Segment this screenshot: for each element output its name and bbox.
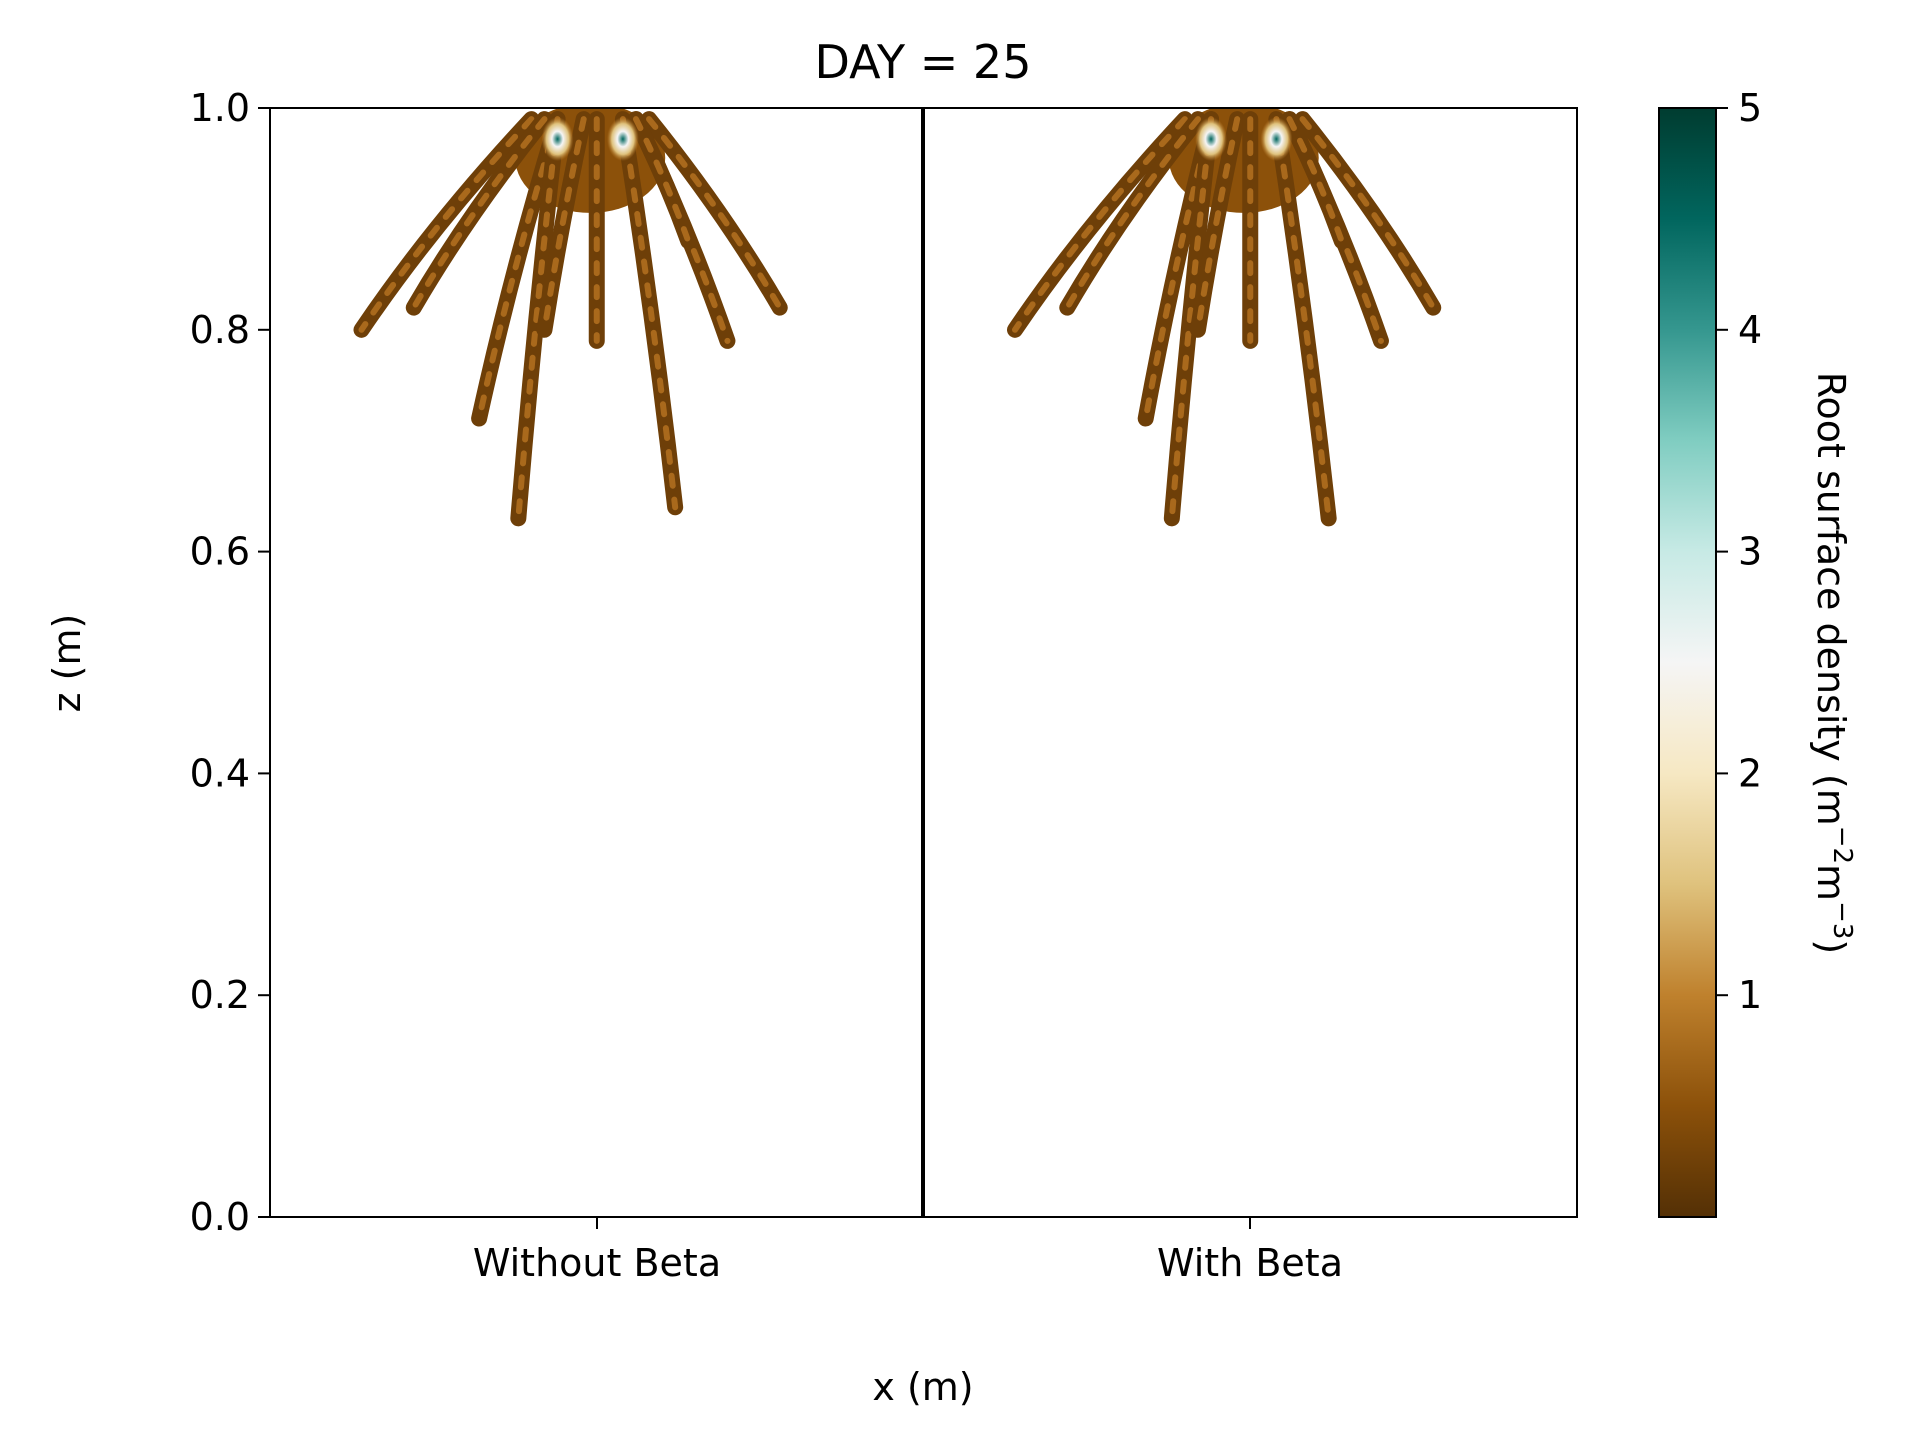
y-tick-label: 0.2 — [190, 973, 250, 1017]
root-branch-highlight — [410, 116, 548, 311]
root-branch-highlight — [646, 116, 783, 311]
colorbar-label: Root surface density (m−2m−3) — [1809, 372, 1857, 954]
colorbar-gradient — [1658, 107, 1717, 1218]
x-axis-label: x (m) — [872, 1365, 973, 1409]
root-panel — [353, 108, 788, 527]
root-branch-highlight — [1273, 116, 1332, 522]
chart-title: DAY = 25 — [815, 35, 1032, 89]
colorbar: 1 2 3 4 5 Root surface density (m−2m−3) — [1658, 86, 1857, 1218]
y-tick-label: 1.0 — [190, 86, 250, 130]
density-hotspot — [606, 117, 639, 162]
colorbar-tick-label: 5 — [1738, 86, 1762, 130]
root-branch-highlight — [1299, 116, 1437, 311]
root-density-layer — [353, 108, 1442, 527]
root-branch-highlight — [1064, 116, 1201, 311]
root-branch-highlight — [515, 116, 561, 522]
density-hotspot — [541, 117, 574, 162]
root-branch-highlight — [541, 116, 587, 333]
density-hotspot — [1195, 117, 1228, 162]
colorbar-tick-label: 3 — [1738, 530, 1762, 574]
root-branch-highlight — [1142, 116, 1215, 422]
colorbar-tick-label: 1 — [1738, 973, 1762, 1017]
root-branch-highlight — [1286, 116, 1345, 245]
root-branch-highlight — [358, 116, 535, 333]
y-tick-label: 0.8 — [190, 308, 250, 352]
root-branch-highlight — [1168, 116, 1215, 522]
x-axis: Without Beta With Beta — [473, 1217, 1343, 1285]
root-branch-highlight — [1011, 116, 1188, 333]
root-branch-highlight — [1194, 116, 1241, 333]
y-tick-label: 0.0 — [190, 1195, 250, 1239]
y-tick-label: 0.4 — [190, 751, 250, 795]
root-panel — [1006, 108, 1442, 527]
y-tick-label: 0.6 — [190, 530, 250, 574]
colorbar-tick-label: 4 — [1738, 308, 1762, 352]
x-tick-label: With Beta — [1157, 1241, 1343, 1285]
colorbar-ticks: 1 2 3 4 5 — [1716, 86, 1762, 1017]
y-axis: 0.0 0.2 0.4 0.6 0.8 1.0 — [190, 86, 270, 1239]
colorbar-tick-label: 2 — [1738, 751, 1762, 795]
density-hotspot — [1260, 117, 1293, 162]
root-branch-highlight — [619, 116, 679, 511]
root-branch-highlight — [632, 116, 692, 245]
root-branch — [1006, 111, 1193, 338]
x-tick-label: Without Beta — [473, 1241, 721, 1285]
root-branch-highlight — [476, 116, 561, 422]
y-axis-label: z (m) — [45, 614, 89, 713]
